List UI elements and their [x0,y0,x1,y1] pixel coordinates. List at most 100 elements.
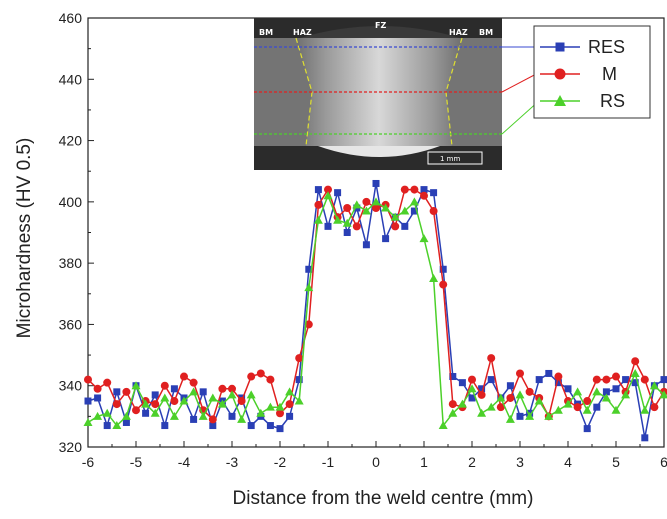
point-m [573,403,582,412]
point-m [122,387,131,396]
point-rs [313,215,323,224]
point-m [631,357,640,366]
point-rs [361,206,371,215]
point-m [295,354,304,363]
point-m [93,384,102,393]
point-res [84,397,92,405]
point-res [94,394,102,402]
point-m [439,280,448,289]
inset-label-bm-right: BM [479,28,493,37]
y-axis-label: Microhardness (HV 0.5) [14,138,35,339]
point-rs [294,396,304,405]
point-m [602,375,611,384]
point-m [448,400,457,409]
point-res [286,412,294,420]
point-rs [275,402,285,411]
point-res [612,385,620,393]
point-m [352,222,361,231]
point-m [583,397,592,406]
point-rs [649,381,659,390]
point-rs [179,396,189,405]
point-rs [457,399,467,408]
point-rs [515,390,525,399]
inset-label-bm-left: BM [259,28,273,37]
point-m [592,375,601,384]
point-m [506,393,515,402]
legend-label-m: M [602,64,617,84]
point-rs [429,273,439,282]
point-rs [621,390,631,399]
point-res [142,409,150,417]
point-rs [611,405,621,414]
point-m [496,403,505,412]
point-m [420,191,428,200]
point-res [122,418,130,426]
legend-box [533,25,651,119]
point-rs [217,399,227,408]
point-m [429,207,438,216]
x-tick-label: 4 [564,454,572,470]
point-res [545,369,553,377]
series-line-m [87,188,665,421]
point-m [218,384,227,393]
point-rs [371,197,381,206]
x-tick-label: 3 [516,454,524,470]
point-res [468,394,476,402]
y-tick-label: 340 [59,378,83,394]
point-m [525,387,534,396]
legend: RES M RS [533,25,651,119]
point-res [334,189,342,197]
legend-marker-rs [554,95,566,106]
point-rs [381,203,391,212]
point-rs [438,421,448,430]
point-res [324,222,332,230]
point-res [362,241,370,249]
point-res [151,391,159,399]
point-res [439,265,447,273]
point-rs [563,399,573,408]
point-res [535,376,543,384]
point-res [602,388,610,396]
point-rs [141,399,151,408]
point-res [372,179,380,187]
point-m [208,415,217,424]
point-m [640,375,649,384]
point-res [593,403,601,411]
point-rs [409,197,419,206]
point-m [324,185,332,194]
point-res [564,385,572,393]
inset-root [318,146,440,157]
inset-label-haz-left: HAZ [293,28,312,37]
point-rs [352,200,362,209]
y-tick-label: 400 [59,194,83,210]
point-m [343,203,352,212]
point-res [478,385,486,393]
point-rs [102,408,112,417]
point-rs [323,191,333,200]
inset-label-haz-right: HAZ [449,28,468,37]
point-m [151,400,160,409]
point-rs [573,387,583,396]
point-res [660,376,667,384]
point-rs [150,408,160,417]
point-res [516,412,524,420]
y-tick-label: 320 [59,439,83,455]
point-rs [601,393,611,402]
point-rs [448,408,458,417]
x-tick-label: -1 [322,454,335,470]
point-rs [592,387,602,396]
inset-label-fz: FZ [375,21,386,30]
point-m [276,409,284,418]
point-res [382,235,390,243]
point-rs [169,411,179,420]
legend-label-rs: RS [600,91,625,111]
point-res [161,422,169,430]
point-m [362,197,371,206]
point-m [314,200,323,209]
micrograph-inset: BM HAZ FZ HAZ BM 1 mm [254,18,502,170]
point-rs [342,218,352,227]
point-rs [486,402,496,411]
point-rs [333,215,343,224]
point-rs [496,393,506,402]
